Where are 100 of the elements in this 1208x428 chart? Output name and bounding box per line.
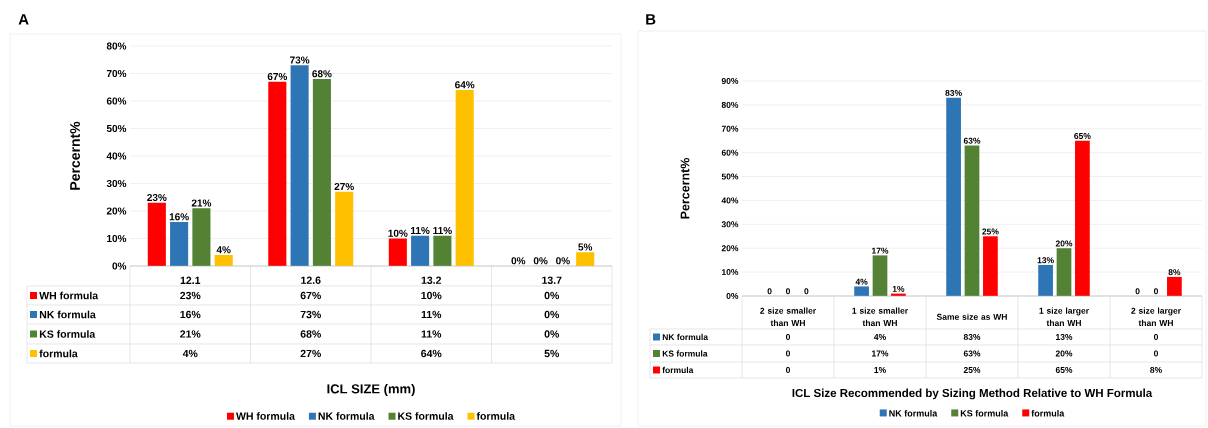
chart-title: B bbox=[646, 14, 656, 25]
x-axis-title: ICL SIZE (mm) bbox=[327, 383, 415, 397]
text: formula bbox=[662, 366, 694, 374]
data-label: 25% bbox=[963, 366, 981, 373]
y-tick-label: 0% bbox=[726, 292, 739, 299]
text: 4% bbox=[855, 278, 868, 285]
data-label: 21% bbox=[180, 330, 201, 338]
text: 67% bbox=[267, 72, 288, 81]
data-label: 4% bbox=[873, 334, 886, 340]
y-tick-label: 10% bbox=[107, 234, 127, 243]
bar bbox=[214, 254, 233, 266]
x-tick-label: 12.6 bbox=[301, 276, 321, 284]
data-label: 16% bbox=[180, 310, 201, 319]
text: 1% bbox=[892, 285, 905, 292]
text: 0 bbox=[767, 288, 772, 295]
bar bbox=[147, 202, 166, 266]
data-label: 17% bbox=[872, 350, 889, 357]
legend-label: NK formula bbox=[889, 409, 938, 417]
legend-label: KS formula bbox=[39, 330, 96, 338]
bar bbox=[192, 208, 211, 266]
y-tick-label: 30% bbox=[106, 179, 127, 188]
data-label: 11% bbox=[421, 330, 442, 338]
y-tick-label: 30% bbox=[721, 221, 739, 228]
text: 65% bbox=[1074, 133, 1091, 140]
bar bbox=[290, 65, 309, 266]
data-label: 68% bbox=[300, 330, 321, 338]
chart-title: A bbox=[18, 14, 29, 25]
data-label: 23% bbox=[180, 291, 201, 300]
bar bbox=[946, 97, 961, 296]
text: 63% bbox=[963, 137, 981, 144]
bar bbox=[433, 235, 452, 266]
text: 0% bbox=[556, 257, 570, 265]
y-tick-label: 40% bbox=[721, 197, 739, 204]
y-tick-label: 20% bbox=[106, 207, 127, 215]
bar bbox=[455, 90, 474, 266]
data-label: 67% bbox=[300, 291, 321, 300]
text: 4% bbox=[216, 246, 231, 254]
text: 64% bbox=[455, 81, 475, 89]
bar bbox=[1056, 248, 1072, 296]
data-label: 64% bbox=[421, 349, 442, 358]
data-label: 27% bbox=[300, 349, 321, 358]
text: 10% bbox=[388, 229, 408, 237]
text: 13% bbox=[1037, 257, 1054, 264]
y-tick-label: 50% bbox=[106, 124, 127, 133]
y-tick-label: 60% bbox=[721, 149, 739, 156]
text: NK formula bbox=[662, 333, 709, 341]
data-label: 11% bbox=[421, 310, 442, 319]
bar bbox=[335, 191, 354, 266]
bar bbox=[983, 236, 998, 296]
y-tick-label: 50% bbox=[721, 173, 739, 180]
data-label: 0% bbox=[544, 330, 560, 338]
text: 16% bbox=[169, 213, 189, 221]
x-tick-label: 13.7 bbox=[542, 276, 562, 284]
bar bbox=[854, 286, 869, 296]
text: 0 bbox=[785, 288, 791, 295]
text: 0 bbox=[1153, 288, 1158, 295]
data-label: 8% bbox=[1150, 366, 1162, 373]
data-label: 0 bbox=[1153, 333, 1159, 340]
x-tick-label: 1 size smaller than WH bbox=[852, 307, 908, 327]
text: 27% bbox=[334, 182, 354, 191]
data-label: 0 bbox=[785, 333, 791, 340]
bar bbox=[576, 252, 595, 266]
bar bbox=[268, 81, 287, 266]
data-label: 83% bbox=[963, 333, 981, 340]
text: 8% bbox=[1168, 269, 1181, 276]
text: 5% bbox=[578, 243, 593, 251]
text: 73% bbox=[290, 56, 310, 64]
legend-label: KS formula bbox=[960, 409, 1009, 417]
bar bbox=[1038, 264, 1053, 296]
data-label: 20% bbox=[1055, 350, 1073, 357]
bar bbox=[312, 79, 331, 266]
x-tick-label: 2 size smaller than WH bbox=[760, 307, 816, 327]
y-axis-title: Percernt% bbox=[70, 121, 80, 190]
x-axis-title: ICL Size Recommended by Sizing Method Relative to WH Formula bbox=[792, 388, 1153, 400]
y-tick-label: 80% bbox=[721, 101, 739, 108]
bar bbox=[1075, 140, 1090, 296]
y-tick-label: 40% bbox=[106, 152, 127, 160]
text: formula bbox=[39, 349, 78, 358]
y-tick-label: 10% bbox=[721, 269, 739, 276]
y-tick-label: 70% bbox=[721, 125, 739, 132]
data-label: 5% bbox=[544, 349, 560, 358]
y-tick-label: 70% bbox=[106, 69, 127, 78]
data-label: 0% bbox=[544, 310, 560, 319]
y-tick-label: 80% bbox=[106, 42, 127, 50]
legend-label: WH formula bbox=[39, 291, 99, 300]
text: 25% bbox=[982, 228, 999, 235]
bar bbox=[1167, 276, 1182, 296]
text: 11% bbox=[433, 227, 452, 235]
y-tick-label: 90% bbox=[721, 78, 739, 85]
data-label: 10% bbox=[421, 291, 442, 300]
bar bbox=[411, 235, 430, 266]
text: KS formula bbox=[398, 412, 454, 420]
data-label: 63% bbox=[963, 350, 981, 357]
text: 0% bbox=[533, 257, 548, 265]
text: WH formula bbox=[236, 412, 295, 420]
legend-label: formula bbox=[1031, 409, 1065, 417]
bar bbox=[964, 145, 980, 296]
y-axis-title: Percernt% bbox=[680, 157, 690, 219]
x-tick-label: 12.1 bbox=[180, 276, 201, 284]
x-tick-label: 1 size larger than WH bbox=[1039, 307, 1089, 327]
